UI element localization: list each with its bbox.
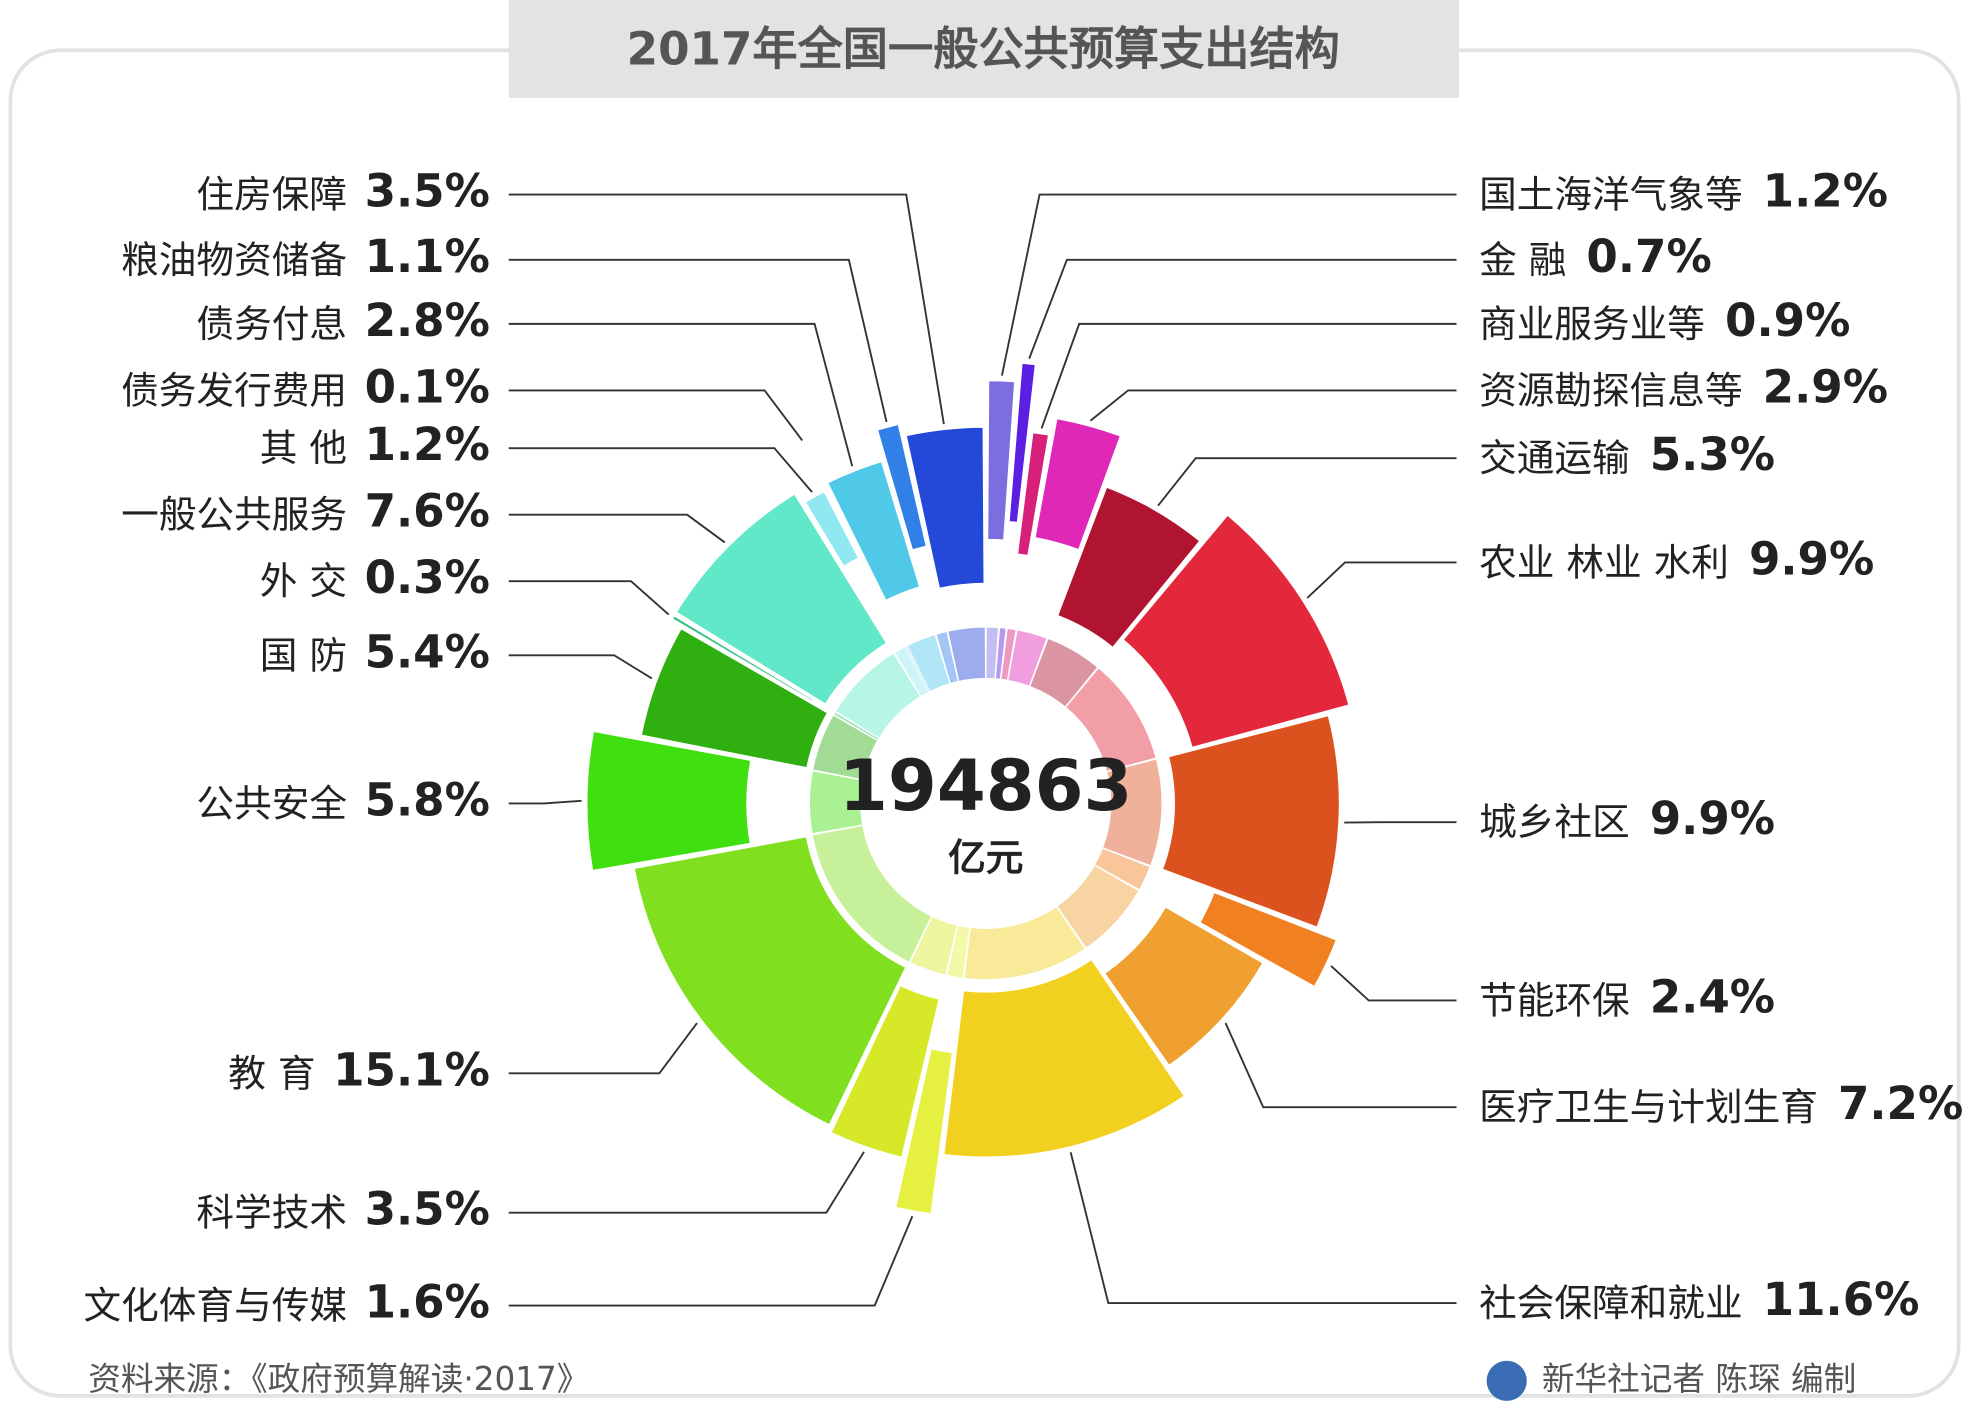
category-label: 国 防 <box>260 633 347 677</box>
leader-line <box>1071 1152 1457 1303</box>
category-label: 一般公共服务 <box>121 493 347 537</box>
leader-line <box>509 324 852 466</box>
value-label: 9.9% <box>1650 792 1775 845</box>
category-label: 教 育 <box>228 1051 315 1095</box>
value-label: 0.1% <box>365 360 490 413</box>
leader-line <box>509 448 812 492</box>
value-label: 7.2% <box>1838 1077 1963 1130</box>
value-label: 15.1% <box>333 1043 490 1096</box>
value-label: 5.4% <box>365 625 490 678</box>
leader-line <box>509 260 887 422</box>
category-label: 文化体育与传媒 <box>84 1284 347 1328</box>
category-label: 国土海洋气象等 <box>1479 173 1742 217</box>
category-label: 城乡社区 <box>1479 800 1630 844</box>
leader-line <box>509 1023 697 1073</box>
category-label: 债务发行费用 <box>121 368 347 412</box>
logo <box>1487 1361 1527 1401</box>
leader-line <box>1042 324 1457 429</box>
value-label: 7.6% <box>365 485 490 538</box>
category-label: 金 融 <box>1479 238 1566 282</box>
total: 194863 <box>839 745 1132 827</box>
value-label: 3.5% <box>365 1183 490 1236</box>
leader-line <box>1158 458 1456 506</box>
leader-line <box>509 1152 864 1213</box>
value-label: 0.3% <box>365 551 490 604</box>
value-label: 11.6% <box>1763 1273 1920 1326</box>
leader-line <box>1331 966 1456 1001</box>
value-label: 2.4% <box>1650 970 1775 1023</box>
category-label: 节能环保 <box>1479 979 1630 1023</box>
value-label: 2.9% <box>1763 360 1888 413</box>
leader-line <box>1090 390 1456 420</box>
leader-line <box>1307 562 1456 598</box>
total-unit: 亿元 <box>948 835 1023 879</box>
category-label: 交通运输 <box>1479 436 1630 480</box>
leader-line <box>509 581 669 614</box>
value-label: 2.8% <box>365 294 490 347</box>
chart-title: 2017年全国一般公共预算支出结构 <box>627 23 1340 76</box>
value-label: 1.1% <box>365 230 490 283</box>
category-label: 债务付息 <box>196 302 347 346</box>
value-label: 5.8% <box>365 773 490 826</box>
category-label: 资源勘探信息等 <box>1479 368 1742 412</box>
category-label: 科学技术 <box>196 1191 347 1235</box>
leader-line <box>509 515 725 543</box>
category-label: 公共安全 <box>196 781 347 825</box>
leader-line <box>509 390 803 440</box>
wedge <box>1162 715 1340 927</box>
source: 资料来源：《政府预算解读·2017》 <box>88 1360 589 1398</box>
value-label: 1.2% <box>365 418 490 471</box>
value-label: 1.6% <box>365 1276 490 1329</box>
category-label: 医疗卫生与计划生育 <box>1479 1085 1818 1129</box>
category-label: 农业 林业 水利 <box>1479 540 1729 584</box>
category-label: 住房保障 <box>196 173 347 217</box>
value-label: 1.2% <box>1763 165 1888 218</box>
category-label: 粮油物资储备 <box>121 238 347 282</box>
value-label: 0.7% <box>1586 230 1711 283</box>
leader-line <box>1226 1023 1457 1107</box>
value-label: 5.3% <box>1650 428 1775 481</box>
credit: 新华社记者 陈琛 编制 <box>1542 1360 1856 1398</box>
category-label: 其 他 <box>260 426 347 470</box>
leader-line <box>509 655 652 678</box>
value-label: 9.9% <box>1749 532 1874 585</box>
category-label: 商业服务业等 <box>1479 302 1705 346</box>
value-label: 0.9% <box>1725 294 1850 347</box>
leader-line <box>509 1216 913 1305</box>
inner-wedge <box>987 628 998 679</box>
leader-line <box>1029 260 1456 359</box>
leader-line <box>509 801 582 804</box>
category-label: 外 交 <box>260 559 347 603</box>
category-label: 社会保障和就业 <box>1479 1281 1742 1325</box>
value-label: 3.5% <box>365 165 490 218</box>
